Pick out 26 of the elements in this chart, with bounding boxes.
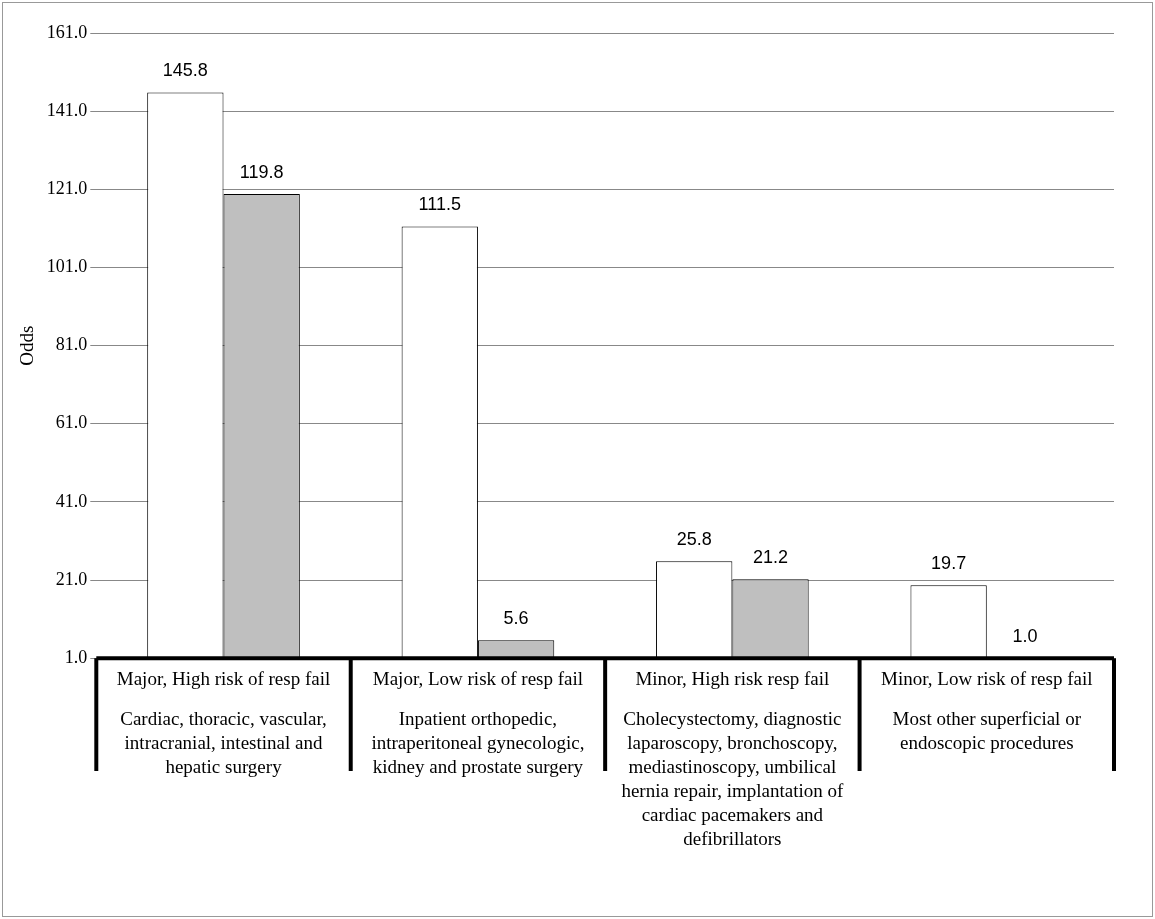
data-label: 119.8	[239, 161, 284, 182]
y-tick-label: 101.0	[46, 256, 88, 277]
y-tick-label: 61.0	[55, 412, 88, 433]
text: Inpatient orthopedic, intraperitoneal gynecologic, kidney and prostate surgery	[371, 708, 585, 778]
text: Cardiac, thoracic, vascular, intracranial, intestinal and hepatic surgery	[120, 708, 327, 778]
text: Most other superficial or endoscopic procedures	[892, 708, 1082, 754]
x-tick-label: Minor, High risk resp fail	[635, 667, 830, 689]
y-tick-label: 141.0	[46, 99, 88, 120]
y-axis-title: Odds	[16, 325, 38, 366]
data-label: 21.2	[753, 547, 789, 568]
y-tick-label: 161.0	[46, 21, 88, 42]
y-tick-label: 21.0	[55, 568, 88, 589]
data-label: 1.0	[1012, 626, 1038, 647]
data-label: 19.7	[931, 553, 967, 574]
data-label: 145.8	[162, 60, 208, 81]
y-tick-label: 1.0	[64, 646, 88, 667]
x-tick-label: Major, Low risk of resp fail	[372, 667, 584, 689]
x-tick-label: Minor, Low risk of resp fail	[881, 667, 1093, 689]
y-tick-label: 41.0	[55, 490, 88, 511]
text: Cholecystectomy, diagnostic laparoscopy, bronchoscopy, mediastinoscopy, umbilical hernia repair, implantation of cardiac pacemakers and defibrillators	[621, 708, 844, 850]
data-label: 5.6	[503, 608, 529, 629]
x-tick-label: Major, High risk of resp fail	[116, 667, 331, 689]
y-tick-label: 81.0	[55, 334, 88, 355]
y-tick-label: 121.0	[46, 178, 88, 199]
data-label: 25.8	[676, 529, 712, 550]
data-label: 111.5	[418, 194, 461, 215]
